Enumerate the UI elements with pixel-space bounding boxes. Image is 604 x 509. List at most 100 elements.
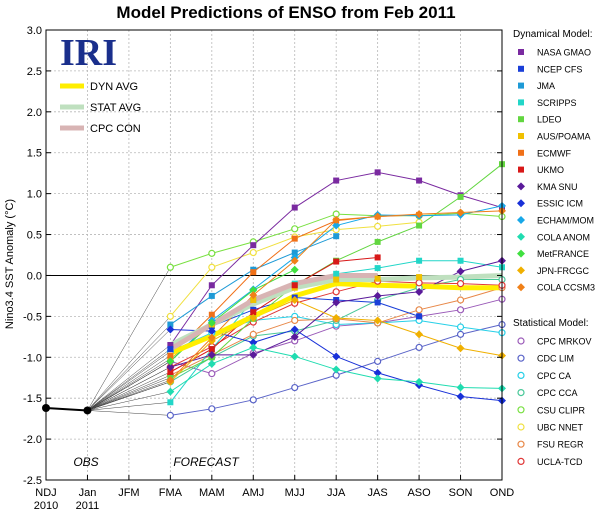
series-point (332, 288, 340, 296)
series-point (291, 249, 298, 256)
legend-label: COLA CCSM3 (537, 283, 595, 293)
legend-dynamical-title: Dynamical Model: (513, 29, 592, 40)
legend-swatch (518, 116, 524, 123)
series-point (208, 346, 215, 353)
series-point (207, 359, 216, 368)
series-point (374, 254, 381, 261)
average-line (169, 272, 378, 352)
legend-label: UKMO (537, 165, 564, 175)
series-point (250, 269, 257, 276)
series-point (291, 204, 298, 211)
series-point (291, 316, 299, 325)
series-point (374, 169, 381, 176)
y-tick-label: 3.0 (27, 25, 42, 37)
legend-swatch (518, 166, 524, 173)
series-point (208, 263, 216, 271)
series-point (167, 399, 174, 406)
series-point (166, 411, 174, 419)
series-point (332, 314, 341, 322)
series-point (456, 323, 465, 331)
obs-connector (87, 348, 171, 411)
series-point (167, 369, 174, 375)
iri-logo: IRI (60, 32, 117, 74)
obs-connector (87, 361, 171, 411)
series-point (374, 222, 382, 230)
series-point (167, 352, 174, 359)
legend-label: CPC CCA (537, 388, 578, 398)
series-point (333, 258, 340, 265)
legend-label: UBC NNET (537, 423, 584, 433)
series-point (291, 282, 298, 289)
x-tick-label: Jan (79, 487, 97, 499)
series-point (333, 177, 340, 184)
series-point (415, 306, 423, 314)
legend-label: NCEP CFS (537, 64, 582, 74)
x-tick-label: JJA (327, 487, 346, 499)
series-point (333, 276, 340, 283)
legend-swatch (518, 133, 524, 139)
series-point (166, 387, 175, 396)
legend-swatch (517, 406, 525, 414)
series-point (456, 280, 465, 288)
series-point (207, 350, 216, 359)
legend-swatch (517, 354, 525, 362)
legend-label: CPC MRKOV (537, 337, 592, 347)
series-point (332, 298, 341, 307)
legend-label: COLA ANOM (537, 232, 590, 242)
legend-swatch (518, 82, 524, 89)
legend-label: FSU REGR (537, 440, 584, 450)
series-point (167, 321, 174, 328)
series-line (170, 328, 503, 402)
series-point (374, 275, 381, 282)
x-tick-label: JFM (118, 487, 139, 499)
series-point (249, 338, 258, 347)
series-point (290, 325, 299, 334)
series-point (374, 299, 381, 306)
legend-label: NASA GMAO (537, 48, 591, 58)
plot-frame (45, 29, 503, 481)
series-point (249, 396, 257, 404)
series-point (291, 225, 299, 233)
y-tick-label: 2.5 (27, 66, 42, 78)
series-point (291, 383, 299, 392)
y-tick-label: -0.5 (23, 311, 42, 323)
series-point (457, 257, 464, 264)
legend-swatch (517, 389, 525, 397)
x-tick-label: MAM (199, 487, 225, 499)
series-point (249, 248, 257, 257)
series-point (374, 357, 382, 365)
legend-label: JMA (537, 81, 555, 91)
series-point (249, 286, 258, 295)
x-tick-label: JAS (368, 487, 388, 499)
series-point (456, 330, 465, 338)
series-point (456, 208, 465, 217)
legend-swatch (517, 182, 525, 191)
legend-label: AUS/POAMA (537, 132, 591, 142)
series-point (374, 238, 381, 245)
legend-swatch (517, 249, 525, 258)
series-point (456, 296, 465, 304)
series-point (373, 291, 382, 300)
series-point (208, 370, 216, 378)
series-point (208, 249, 216, 257)
series-point (373, 374, 382, 383)
series-point (416, 177, 423, 184)
legend-swatch (517, 457, 525, 465)
series-point (167, 342, 174, 348)
obs-connector (87, 355, 171, 411)
series-point (290, 265, 299, 274)
series-point (290, 296, 299, 304)
legend-swatch (518, 99, 524, 106)
legend-label: UCLA-TCD (537, 457, 583, 467)
legend-label: CPC CA (537, 371, 571, 381)
y-tick-label: -1.5 (23, 393, 42, 405)
obs-connector (87, 366, 171, 411)
obs-connector (87, 375, 171, 411)
series-point (415, 210, 424, 219)
series-point (333, 233, 340, 240)
obs-connector (87, 351, 171, 411)
series-point (332, 352, 341, 361)
legend-label: LDEO (537, 115, 562, 125)
legend-swatch (517, 337, 525, 345)
